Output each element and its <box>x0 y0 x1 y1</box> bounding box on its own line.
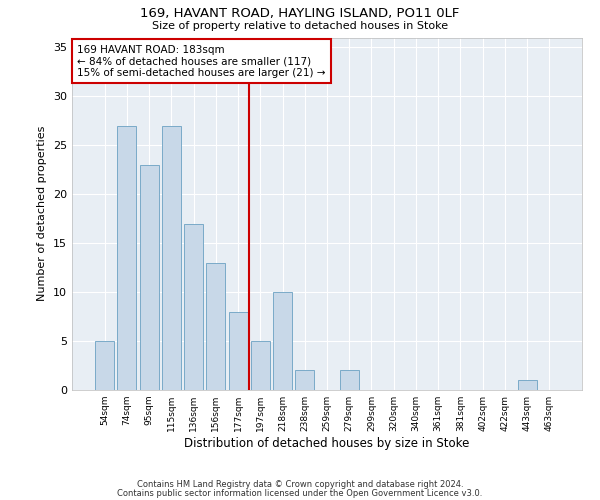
Bar <box>340 370 359 390</box>
Bar <box>184 224 203 390</box>
Bar <box>229 312 248 390</box>
Bar <box>118 126 136 390</box>
Bar <box>95 341 114 390</box>
Text: 169, HAVANT ROAD, HAYLING ISLAND, PO11 0LF: 169, HAVANT ROAD, HAYLING ISLAND, PO11 0… <box>140 8 460 20</box>
Text: Contains public sector information licensed under the Open Government Licence v3: Contains public sector information licen… <box>118 488 482 498</box>
Bar <box>251 341 270 390</box>
Bar <box>518 380 536 390</box>
Bar <box>273 292 292 390</box>
Bar <box>162 126 181 390</box>
Text: 169 HAVANT ROAD: 183sqm
← 84% of detached houses are smaller (117)
15% of semi-d: 169 HAVANT ROAD: 183sqm ← 84% of detache… <box>77 44 326 78</box>
X-axis label: Distribution of detached houses by size in Stoke: Distribution of detached houses by size … <box>184 437 470 450</box>
Text: Size of property relative to detached houses in Stoke: Size of property relative to detached ho… <box>152 21 448 31</box>
Y-axis label: Number of detached properties: Number of detached properties <box>37 126 47 302</box>
Text: Contains HM Land Registry data © Crown copyright and database right 2024.: Contains HM Land Registry data © Crown c… <box>137 480 463 489</box>
Bar <box>206 262 225 390</box>
Bar <box>140 165 158 390</box>
Bar <box>295 370 314 390</box>
